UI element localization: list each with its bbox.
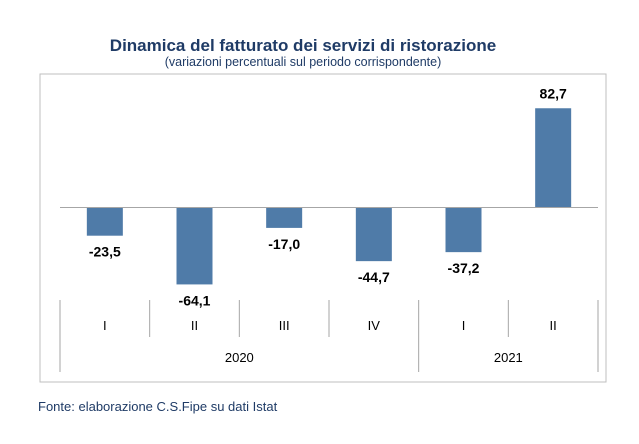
- plot-frame: [39, 73, 607, 383]
- data-label: -64,1: [179, 292, 211, 308]
- bars-layer: -23,5 -64,1 -17,0 -44,7 -37,2 82,7: [60, 85, 598, 308]
- data-label: 82,7: [540, 85, 567, 101]
- bar: [445, 207, 482, 253]
- bar: [535, 108, 572, 208]
- chart-title: Dinamica del fatturato dei servizi di ri…: [109, 36, 497, 55]
- category-tick-label: I: [103, 318, 107, 333]
- bar: [86, 207, 123, 236]
- bar: [355, 207, 392, 262]
- category-tick-label: III: [279, 318, 290, 333]
- data-label: -37,2: [448, 260, 480, 276]
- bar: [176, 207, 213, 285]
- year-label: 2020: [225, 350, 254, 365]
- source-note: Fonte: elaborazione C.S.Fipe su dati Ist…: [38, 399, 278, 414]
- data-label: -23,5: [89, 244, 121, 260]
- year-label: 2021: [494, 350, 523, 365]
- data-label: -17,0: [268, 236, 300, 252]
- category-tick-label: II: [550, 318, 557, 333]
- category-tick-label: I: [462, 318, 466, 333]
- category-tick-label: IV: [368, 318, 381, 333]
- data-label: -44,7: [358, 269, 390, 285]
- category-tick-label: II: [191, 318, 198, 333]
- bar: [266, 207, 303, 228]
- chart-subtitle: (variazioni percentuali sul periodo corr…: [164, 55, 442, 69]
